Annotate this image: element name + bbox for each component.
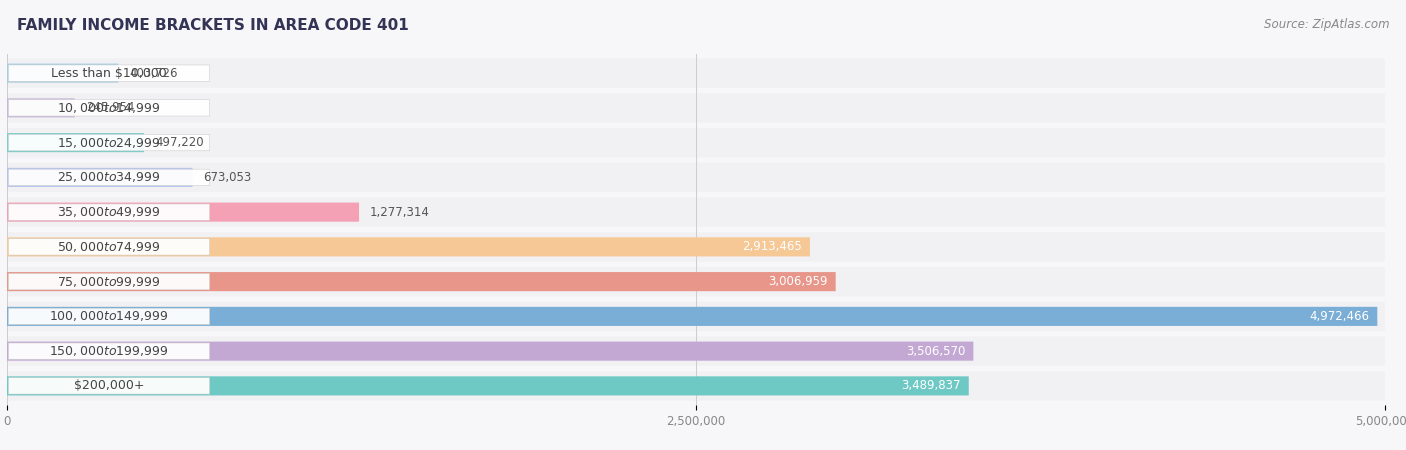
FancyBboxPatch shape: [0, 232, 1399, 261]
Text: $150,000 to $199,999: $150,000 to $199,999: [49, 344, 169, 358]
FancyBboxPatch shape: [7, 63, 118, 83]
Text: 403,726: 403,726: [129, 67, 177, 80]
FancyBboxPatch shape: [8, 169, 209, 185]
Text: Less than $10,000: Less than $10,000: [51, 67, 167, 80]
Text: $25,000 to $34,999: $25,000 to $34,999: [58, 171, 160, 184]
Text: $10,000 to $14,999: $10,000 to $14,999: [58, 101, 160, 115]
FancyBboxPatch shape: [8, 100, 209, 116]
FancyBboxPatch shape: [0, 198, 1399, 227]
Text: $200,000+: $200,000+: [73, 379, 145, 392]
FancyBboxPatch shape: [7, 307, 1378, 326]
FancyBboxPatch shape: [7, 237, 810, 256]
Text: FAMILY INCOME BRACKETS IN AREA CODE 401: FAMILY INCOME BRACKETS IN AREA CODE 401: [17, 18, 409, 33]
FancyBboxPatch shape: [0, 371, 1399, 400]
FancyBboxPatch shape: [0, 58, 1399, 88]
FancyBboxPatch shape: [7, 342, 973, 361]
Text: $15,000 to $24,999: $15,000 to $24,999: [58, 135, 160, 149]
FancyBboxPatch shape: [7, 272, 835, 291]
FancyBboxPatch shape: [8, 274, 209, 290]
Text: 3,006,959: 3,006,959: [768, 275, 827, 288]
Text: 3,506,570: 3,506,570: [905, 345, 965, 358]
FancyBboxPatch shape: [0, 128, 1399, 158]
FancyBboxPatch shape: [8, 135, 209, 151]
Text: $75,000 to $99,999: $75,000 to $99,999: [58, 274, 160, 288]
FancyBboxPatch shape: [7, 202, 359, 222]
Text: 245,954: 245,954: [86, 101, 135, 114]
FancyBboxPatch shape: [0, 93, 1399, 123]
FancyBboxPatch shape: [8, 378, 209, 394]
Text: 3,489,837: 3,489,837: [901, 379, 960, 392]
FancyBboxPatch shape: [8, 308, 209, 324]
Text: 4,972,466: 4,972,466: [1309, 310, 1369, 323]
FancyBboxPatch shape: [7, 168, 193, 187]
FancyBboxPatch shape: [0, 267, 1399, 297]
Text: $35,000 to $49,999: $35,000 to $49,999: [58, 205, 160, 219]
Text: 497,220: 497,220: [155, 136, 204, 149]
FancyBboxPatch shape: [7, 133, 143, 152]
FancyBboxPatch shape: [7, 98, 75, 117]
FancyBboxPatch shape: [0, 162, 1399, 192]
Text: 2,913,465: 2,913,465: [742, 240, 801, 253]
FancyBboxPatch shape: [8, 343, 209, 359]
FancyBboxPatch shape: [8, 204, 209, 220]
FancyBboxPatch shape: [0, 336, 1399, 366]
FancyBboxPatch shape: [8, 65, 209, 81]
Text: Source: ZipAtlas.com: Source: ZipAtlas.com: [1264, 18, 1389, 31]
Text: 1,277,314: 1,277,314: [370, 206, 430, 219]
FancyBboxPatch shape: [7, 376, 969, 396]
FancyBboxPatch shape: [0, 302, 1399, 331]
Text: $50,000 to $74,999: $50,000 to $74,999: [58, 240, 160, 254]
FancyBboxPatch shape: [8, 238, 209, 255]
Text: 673,053: 673,053: [204, 171, 252, 184]
Text: $100,000 to $149,999: $100,000 to $149,999: [49, 310, 169, 324]
